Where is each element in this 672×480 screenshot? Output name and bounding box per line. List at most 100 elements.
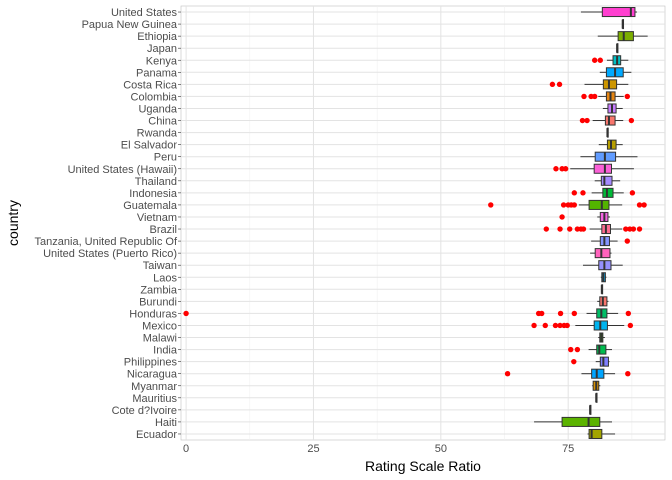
box-marks [183, 7, 648, 439]
box-group [594, 175, 621, 186]
grid-lines [181, 6, 665, 440]
outlier-point [625, 310, 632, 317]
x-tick-labels: 0 25 50 75 [183, 443, 574, 455]
box-group [616, 43, 619, 54]
box-group [580, 151, 638, 162]
outlier-point [560, 202, 567, 208]
box-group [504, 368, 631, 379]
outlier-point [571, 190, 578, 196]
outlier-point [627, 322, 634, 329]
y-tick-label: Mauritius [132, 393, 177, 405]
box-group [597, 296, 609, 307]
y-tick-label: Rwanda [137, 128, 178, 140]
box [602, 79, 618, 90]
box [594, 248, 611, 259]
outlier-point [625, 370, 631, 377]
y-tick-label: Guatemala [123, 200, 178, 212]
outlier-point [629, 190, 636, 196]
x-tick-label: 25 [307, 443, 319, 455]
box-group [598, 139, 623, 150]
y-tick-label: Ecuador [136, 429, 177, 441]
y-tick-label: Costa Rica [123, 79, 178, 91]
outlier-point [630, 226, 637, 232]
outlier-point [623, 226, 629, 232]
y-tick-label: Panama [136, 67, 178, 79]
y-tick-label: Honduras [129, 308, 177, 320]
box-group [599, 67, 632, 78]
box-group [571, 356, 610, 367]
outlier-point [579, 117, 586, 124]
y-tick-label: Colombia [131, 91, 178, 103]
box [599, 356, 609, 367]
box-group [543, 224, 643, 235]
outlier-point [556, 81, 563, 88]
outlier-point [488, 202, 494, 208]
box-group [600, 284, 604, 295]
x-tick-label: 75 [562, 443, 574, 455]
y-tick-label: Malawi [143, 333, 177, 345]
box [602, 187, 614, 198]
outlier-point [624, 93, 630, 100]
box-group [589, 404, 592, 415]
y-tick-label: Brazil [149, 224, 177, 236]
y-tick-label: Zambia [140, 284, 178, 296]
y-tick-label: Laos [153, 272, 177, 284]
box-group [534, 416, 613, 427]
box-group [559, 211, 610, 222]
y-tick-label: Peru [154, 152, 177, 164]
box-group [590, 248, 612, 259]
outlier-point [542, 322, 548, 329]
y-tick-label: Papua New Guinea [82, 19, 178, 31]
y-tick-label: China [148, 116, 178, 128]
y-tick-label: United States [111, 7, 178, 19]
x-tick-label: 50 [435, 443, 447, 455]
outlier-point [539, 310, 545, 317]
y-tick-label: Japan [147, 43, 177, 55]
y-tick-label: Uganda [138, 103, 177, 115]
outlier-point [591, 57, 598, 63]
box [588, 428, 603, 439]
outlier-point [183, 310, 189, 317]
y-tick-label: Tanzania, United Republic Of [35, 236, 178, 248]
box-group [580, 7, 637, 18]
y-tick-label: Haiti [155, 417, 177, 429]
box [600, 175, 613, 186]
y-tick-label: Myanmar [131, 381, 177, 393]
box [588, 199, 610, 210]
outlier-point [636, 226, 643, 232]
x-tick-label: 0 [183, 443, 189, 455]
y-tick-label: Kenya [146, 55, 178, 67]
y-tick-label: Mexico [142, 320, 177, 332]
box-group [591, 236, 630, 247]
outlier-point [557, 322, 563, 329]
outlier-point [504, 370, 511, 377]
outlier-point [571, 202, 578, 208]
y-tick-label: United States (Hawaii) [68, 164, 177, 176]
outlier-point [571, 310, 578, 317]
box-group [531, 320, 634, 331]
box [604, 115, 616, 126]
box-group [571, 187, 636, 198]
outlier-point [571, 358, 577, 365]
y-tick-label: Philippines [124, 357, 178, 369]
box-group [595, 392, 598, 403]
box [601, 7, 636, 18]
y-tick-label: Burundi [139, 296, 177, 308]
y-tick-label: Cote d?Ivoire [112, 405, 177, 417]
box-group [488, 199, 647, 210]
box [617, 31, 634, 42]
y-tick-label: Vietnam [137, 212, 177, 224]
box-group [621, 19, 625, 30]
outlier-point [584, 117, 590, 124]
outlier-point [531, 322, 537, 329]
box-group [587, 428, 616, 439]
box-group [591, 55, 629, 66]
box [596, 344, 607, 355]
y-tick-label: Nicaragua [127, 369, 178, 381]
box-group [592, 380, 601, 391]
box-group [549, 79, 629, 90]
outlier-point [549, 81, 556, 88]
box-group [602, 103, 623, 114]
